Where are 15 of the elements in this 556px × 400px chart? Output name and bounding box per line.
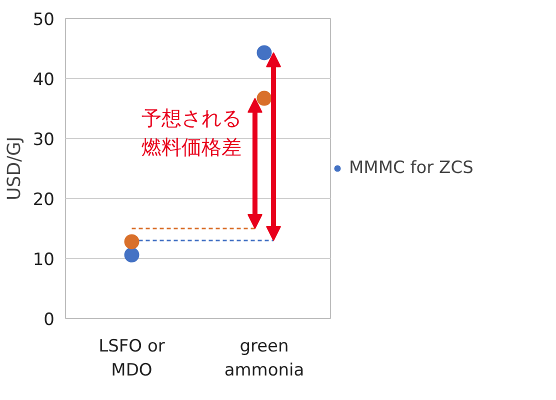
point: [256, 90, 272, 106]
x-tick-label: green ammonia: [224, 336, 304, 380]
y-axis-title: USD/GJ: [4, 136, 25, 200]
y-tick-label: 50: [32, 10, 55, 30]
point: [124, 234, 140, 250]
annotation: 予想される燃料価格差: [141, 106, 242, 159]
y-tick-label: 40: [32, 70, 55, 90]
y-tick-label: 0: [44, 310, 55, 330]
point: [124, 247, 140, 262]
y-tick-label: 20: [32, 190, 55, 210]
x-tick-label: LSFO or MDO: [98, 336, 165, 380]
y-tick-label: 30: [32, 130, 55, 150]
legend-label: MMMC for ZCS: [349, 158, 474, 178]
y-tick-label: 10: [32, 250, 55, 270]
point: [256, 45, 272, 60]
